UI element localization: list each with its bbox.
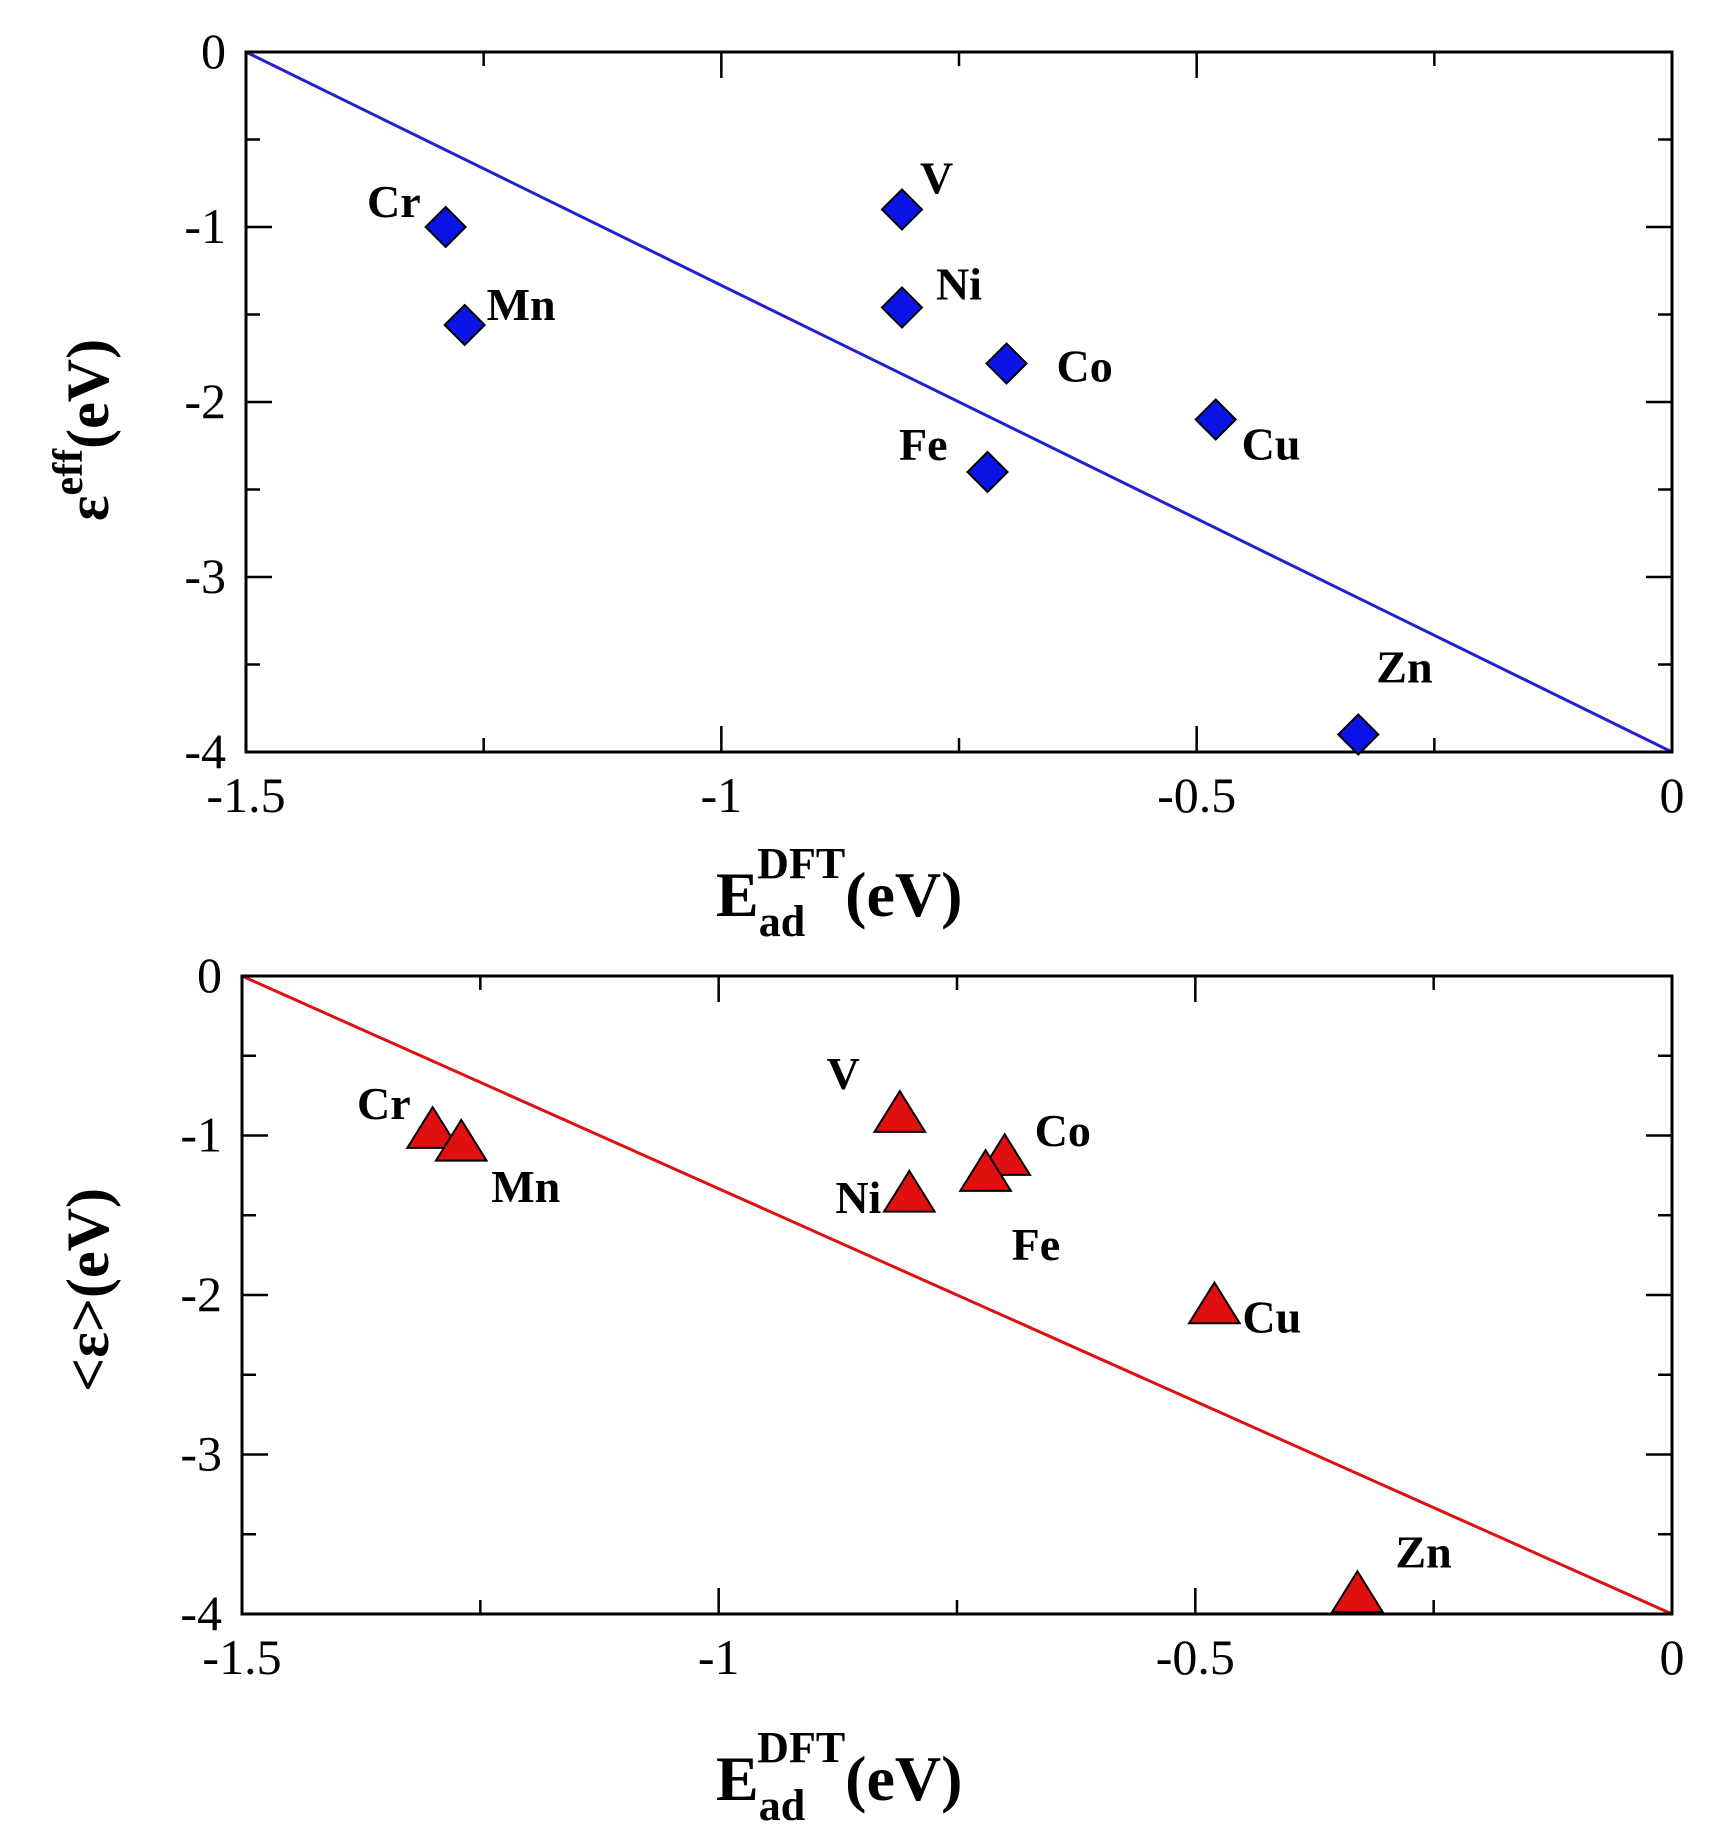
data-point-fe [958,1148,1013,1192]
data-point-v [880,188,924,231]
x-tick-label: -0.5 [1156,1629,1235,1685]
data-point-co [985,342,1028,385]
y-tick-label: -4 [184,723,226,779]
x-axis-label: EadDFT(eV) [716,839,962,946]
point-label-v: V [827,1048,860,1099]
data-point-cu [1187,1280,1242,1325]
point-label-fe: Fe [1012,1219,1061,1270]
data-point-cr [424,205,468,249]
point-label-ni: Ni [936,259,982,310]
data-point-cr [405,1105,460,1149]
data-point-mn [443,303,487,347]
y-tick-label: -3 [184,548,226,604]
x-axis-label: EadDFT(eV) [716,1723,962,1830]
point-label-cu: Cu [1242,419,1301,470]
y-tick-label: -1 [180,1107,222,1163]
point-label-mn: Mn [487,279,556,330]
x-tick-label: -1 [701,767,743,823]
point-label-ni: Ni [835,1172,881,1223]
data-point-v [872,1089,927,1133]
point-label-zn: Zn [1395,1526,1451,1577]
y-tick-label: -1 [184,198,226,254]
plot-frame [240,974,1674,1616]
fit-line [241,974,1673,1616]
data-point-mn [434,1117,489,1162]
x-tick-label: -1.5 [202,1629,281,1685]
y-tick-label: -3 [180,1426,222,1482]
x-tick-label: -0.5 [1157,767,1236,823]
point-label-zn: Zn [1376,642,1432,693]
point-label-v: V [920,153,953,204]
y-axis-label: <ε>(eV) [55,1188,121,1392]
x-tick-label: 0 [1660,1629,1685,1685]
data-point-ni [882,1169,937,1213]
y-axis-label: εeff(eV) [46,339,121,521]
data-point-zn [1336,713,1380,756]
x-tick-label: -1.5 [206,767,285,823]
y-tick-label: 0 [197,947,222,1003]
point-label-mn: Mn [491,1161,560,1212]
x-tick-label: -1 [698,1629,740,1685]
data-point-fe [966,450,1009,494]
data-point-cu [1194,398,1238,441]
y-tick-label: 0 [201,23,226,79]
y-tick-label: -4 [180,1585,222,1641]
y-tick-label: -2 [184,373,226,429]
point-label-fe: Fe [899,419,948,470]
chart-panel-1: -1.5 -1 -0.5 0 0 -1 -2 -3 -4 Cr Mn V Ni Co Fe Cu Zn EadDF… [46,23,1685,946]
data-point-ni [880,286,924,329]
fit-line [245,50,1673,754]
point-label-cr: Cr [357,1078,411,1129]
point-label-co: Co [1057,341,1113,392]
chart-panel-2: -1.5 -1 -0.5 0 0 -1 -2 -3 -4 Cr Mn V Ni Co Fe Cu Zn EadDF… [55,947,1685,1830]
point-label-cr: Cr [367,176,421,227]
plot-frame [244,50,1674,754]
point-label-cu: Cu [1242,1292,1301,1343]
x-tick-label: 0 [1660,767,1685,823]
y-tick-label: -2 [180,1266,222,1322]
point-label-co: Co [1035,1105,1091,1156]
data-point-zn [1330,1569,1385,1613]
